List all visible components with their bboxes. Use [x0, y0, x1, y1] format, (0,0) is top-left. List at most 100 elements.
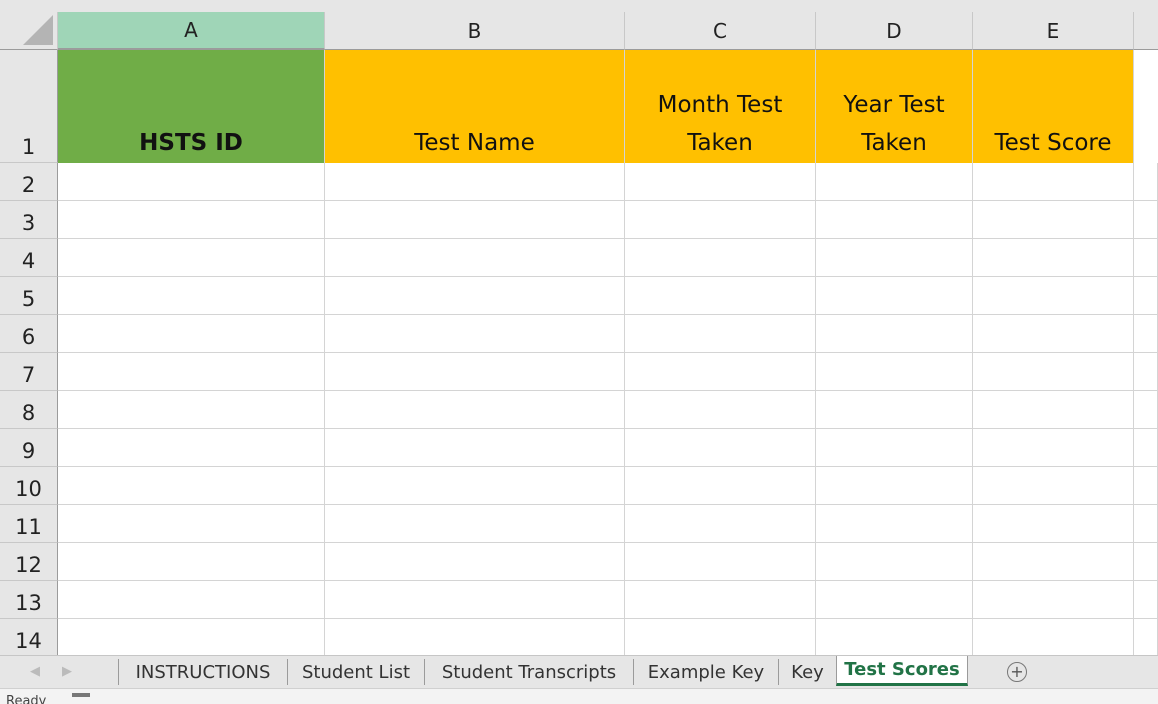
cell[interactable] [816, 239, 973, 277]
cell[interactable] [58, 467, 325, 505]
cell[interactable] [325, 467, 625, 505]
cell[interactable] [816, 201, 973, 239]
cell[interactable] [325, 353, 625, 391]
cell[interactable] [973, 353, 1134, 391]
cell[interactable] [1134, 315, 1158, 353]
cell[interactable] [973, 619, 1134, 655]
cell[interactable] [58, 239, 325, 277]
cell[interactable] [1134, 467, 1158, 505]
cell[interactable] [325, 391, 625, 429]
cell[interactable] [973, 391, 1134, 429]
row-header-4[interactable]: 4 [0, 239, 58, 277]
cell[interactable] [58, 543, 325, 581]
cell[interactable] [325, 581, 625, 619]
cell[interactable] [625, 277, 816, 315]
cell[interactable] [1134, 277, 1158, 315]
cell[interactable] [625, 201, 816, 239]
column-header-d[interactable]: D [816, 12, 973, 50]
cell[interactable] [58, 163, 325, 201]
cell[interactable] [625, 239, 816, 277]
row-header-1[interactable]: 1 [0, 50, 58, 163]
macro-record-icon[interactable] [72, 693, 90, 703]
row-header-2[interactable]: 2 [0, 163, 58, 201]
cell[interactable] [1134, 239, 1158, 277]
cell[interactable] [58, 581, 325, 619]
cell[interactable] [58, 429, 325, 467]
cell[interactable] [1134, 505, 1158, 543]
cell[interactable] [816, 505, 973, 543]
cell[interactable] [816, 163, 973, 201]
cell[interactable] [58, 353, 325, 391]
cell[interactable] [1134, 163, 1158, 201]
cell[interactable] [625, 467, 816, 505]
row-header-8[interactable]: 8 [0, 391, 58, 429]
cell[interactable] [625, 581, 816, 619]
cell[interactable] [58, 391, 325, 429]
cell[interactable] [1134, 543, 1158, 581]
add-sheet-icon[interactable]: + [1007, 662, 1027, 682]
cell[interactable] [58, 619, 325, 655]
row-header-10[interactable]: 10 [0, 467, 58, 505]
cell[interactable] [816, 315, 973, 353]
header-cell-d1[interactable]: Year Test Taken [816, 50, 973, 163]
row-header-3[interactable]: 3 [0, 201, 58, 239]
cell[interactable] [325, 619, 625, 655]
cell[interactable] [625, 619, 816, 655]
sheet-tab-student-transcripts[interactable]: Student Transcripts [424, 659, 633, 685]
cell[interactable] [58, 201, 325, 239]
cell[interactable] [625, 505, 816, 543]
cell[interactable] [973, 429, 1134, 467]
cell[interactable] [1134, 391, 1158, 429]
header-cell-a1[interactable]: HSTS ID [58, 50, 325, 163]
row-header-14[interactable]: 14 [0, 619, 58, 657]
cell[interactable] [58, 505, 325, 543]
cell[interactable] [625, 163, 816, 201]
cell[interactable] [325, 277, 625, 315]
cell[interactable] [325, 201, 625, 239]
cell[interactable] [816, 391, 973, 429]
column-header-a[interactable]: A [58, 12, 325, 50]
cell[interactable] [58, 277, 325, 315]
cell[interactable] [325, 543, 625, 581]
cell[interactable] [625, 543, 816, 581]
sheet-tab-student-list[interactable]: Student List [287, 659, 424, 685]
cell[interactable] [1134, 201, 1158, 239]
row-header-6[interactable]: 6 [0, 315, 58, 353]
cell[interactable] [625, 429, 816, 467]
sheet-tab-test-scores[interactable]: Test Scores [836, 656, 968, 686]
column-header-c[interactable]: C [625, 12, 816, 50]
cell[interactable] [325, 315, 625, 353]
cell[interactable] [973, 163, 1134, 201]
cell[interactable] [325, 239, 625, 277]
cell[interactable] [816, 467, 973, 505]
header-cell-b1[interactable]: Test Name [325, 50, 625, 163]
cell[interactable] [1134, 619, 1158, 655]
cell[interactable] [1134, 581, 1158, 619]
cell[interactable] [973, 201, 1134, 239]
cell[interactable] [973, 467, 1134, 505]
cell[interactable] [816, 353, 973, 391]
cell[interactable] [816, 581, 973, 619]
row-header-13[interactable]: 13 [0, 581, 58, 619]
column-header-b[interactable]: B [325, 12, 625, 50]
cell[interactable] [816, 277, 973, 315]
cell[interactable] [58, 315, 325, 353]
cell[interactable] [973, 505, 1134, 543]
cell[interactable] [816, 543, 973, 581]
sheet-tab-example-key[interactable]: Example Key [633, 659, 778, 685]
cell[interactable] [973, 581, 1134, 619]
spreadsheet-grid[interactable]: HSTS ID Test Name Month Test Taken Year Tes… [58, 50, 1158, 655]
row-header-11[interactable]: 11 [0, 505, 58, 543]
sheet-tab-instructions[interactable]: INSTRUCTIONS [118, 659, 287, 685]
header-cell-c1[interactable]: Month Test Taken [625, 50, 816, 163]
cell[interactable] [625, 391, 816, 429]
cell[interactable] [1134, 353, 1158, 391]
cell[interactable] [625, 353, 816, 391]
cell[interactable] [973, 543, 1134, 581]
cell[interactable] [325, 163, 625, 201]
cell[interactable] [325, 429, 625, 467]
cell[interactable] [816, 619, 973, 655]
cell[interactable] [973, 315, 1134, 353]
row-header-12[interactable]: 12 [0, 543, 58, 581]
cell[interactable] [625, 315, 816, 353]
